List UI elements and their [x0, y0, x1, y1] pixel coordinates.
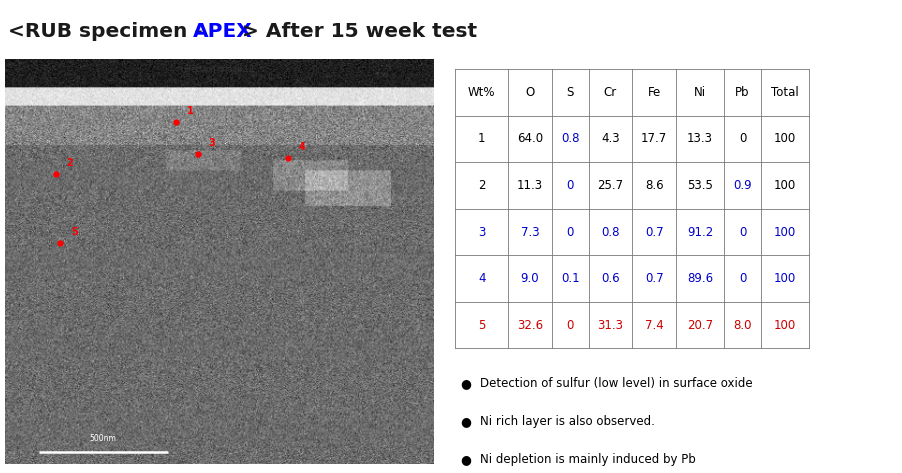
Text: Electron Image 18: Electron Image 18 [184, 65, 253, 74]
Text: 25.7: 25.7 [597, 179, 623, 192]
Text: <RUB specimen -: <RUB specimen - [8, 22, 210, 41]
Text: Ni rich layer is also observed.: Ni rich layer is also observed. [480, 415, 655, 428]
Text: 7.3: 7.3 [520, 226, 539, 238]
Text: 3: 3 [208, 138, 215, 148]
Text: ●: ● [460, 453, 471, 466]
Text: 1: 1 [478, 132, 485, 146]
Text: > After 15 week test: > After 15 week test [242, 22, 477, 41]
Text: 0: 0 [739, 132, 746, 146]
Text: 11.3: 11.3 [517, 179, 543, 192]
Text: 0: 0 [566, 318, 574, 332]
Text: 2: 2 [67, 158, 73, 168]
Text: Fe: Fe [648, 86, 661, 99]
Text: 100: 100 [774, 226, 796, 238]
Text: S: S [566, 86, 574, 99]
Text: 0.8: 0.8 [601, 226, 620, 238]
Text: 0.1: 0.1 [561, 272, 579, 285]
Text: 5: 5 [71, 227, 78, 237]
Text: 2: 2 [478, 179, 485, 192]
Text: 91.2: 91.2 [687, 226, 713, 238]
Text: Total: Total [771, 86, 799, 99]
Text: 4: 4 [478, 272, 485, 285]
Text: 100: 100 [774, 132, 796, 146]
Text: 0.7: 0.7 [645, 226, 664, 238]
Text: 53.5: 53.5 [687, 179, 713, 192]
Text: 7.4: 7.4 [645, 318, 664, 332]
Text: 0: 0 [739, 226, 746, 238]
Text: 13.3: 13.3 [687, 132, 713, 146]
Text: 31.3: 31.3 [597, 318, 623, 332]
Text: 8.0: 8.0 [733, 318, 751, 332]
Text: 0.7: 0.7 [645, 272, 664, 285]
Text: 100: 100 [774, 272, 796, 285]
Text: 20.7: 20.7 [687, 318, 713, 332]
Text: Wt%: Wt% [468, 86, 495, 99]
Text: Ni depletion is mainly induced by Pb: Ni depletion is mainly induced by Pb [480, 453, 695, 466]
Text: 0.9: 0.9 [733, 179, 752, 192]
Text: ●: ● [460, 377, 471, 390]
Text: 100: 100 [774, 179, 796, 192]
Text: 4.3: 4.3 [601, 132, 620, 146]
Text: Detection of sulfur (low level) in surface oxide: Detection of sulfur (low level) in surfa… [480, 377, 752, 390]
Text: 64.0: 64.0 [517, 132, 543, 146]
Text: Pb: Pb [735, 86, 750, 99]
Text: 0.6: 0.6 [601, 272, 620, 285]
Text: Ni: Ni [694, 86, 706, 99]
Text: 0.8: 0.8 [561, 132, 579, 146]
Text: 0: 0 [739, 272, 746, 285]
Text: 17.7: 17.7 [641, 132, 667, 146]
Text: 89.6: 89.6 [687, 272, 713, 285]
Text: Cr: Cr [603, 86, 617, 99]
Text: 1: 1 [187, 106, 194, 116]
Text: APEX: APEX [193, 22, 253, 41]
Text: 100: 100 [774, 318, 796, 332]
Text: 4: 4 [299, 142, 305, 152]
Text: 8.6: 8.6 [645, 179, 664, 192]
Text: 500nm: 500nm [89, 434, 116, 443]
Text: O: O [525, 86, 535, 99]
Text: ●: ● [460, 415, 471, 428]
Text: 3: 3 [478, 226, 485, 238]
Text: 0: 0 [566, 226, 574, 238]
Text: 32.6: 32.6 [517, 318, 543, 332]
Text: 0: 0 [566, 179, 574, 192]
Text: 5: 5 [478, 318, 485, 332]
Text: 9.0: 9.0 [520, 272, 539, 285]
